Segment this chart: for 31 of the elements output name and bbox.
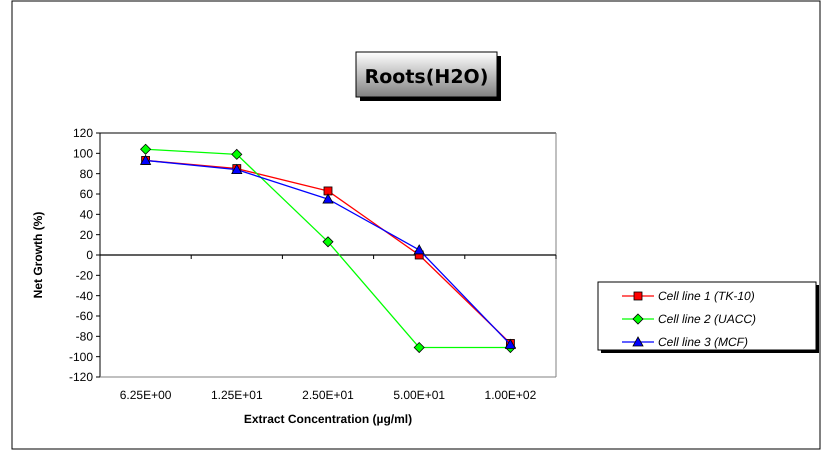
x-tick-label: 5.00E+01 xyxy=(393,388,446,402)
point xyxy=(414,342,425,353)
y-tick-label: -20 xyxy=(76,268,94,283)
x-tick-label: 2.50E+01 xyxy=(302,388,354,402)
y-tick-label: -120 xyxy=(68,370,94,384)
x-tick-label: 6.25E+00 xyxy=(120,388,172,402)
y-tick-label: 120 xyxy=(72,126,94,140)
x-tick-label: 1.25E+01 xyxy=(210,388,263,402)
legend-label: Cell line 1 (TK-10) xyxy=(658,289,755,304)
point xyxy=(324,186,332,196)
legend-label: Cell line 2 (UACC) xyxy=(658,312,756,326)
y-tick-label: 60 xyxy=(80,187,94,202)
legend-label: Cell line 3 (MCF) xyxy=(658,335,748,350)
chart-title: Roots(H2O) xyxy=(364,66,488,88)
point xyxy=(231,148,242,160)
y-tick-label: 0 xyxy=(86,248,94,262)
y-tick-label: -100 xyxy=(68,350,94,364)
y-tick-label: -80 xyxy=(76,330,94,344)
y-axis-title: Net Growth (%) xyxy=(31,212,45,298)
x-tick-label: 1.00E+02 xyxy=(484,388,537,402)
y-tick-label: -60 xyxy=(76,309,94,324)
point xyxy=(414,244,425,254)
y-tick-label: -40 xyxy=(76,288,94,303)
y-tick-label: 80 xyxy=(80,166,94,181)
y-tick-label: 40 xyxy=(80,208,94,222)
point xyxy=(140,144,151,155)
x-axis-title: Extract Concentration (µg/ml) xyxy=(244,412,412,426)
point xyxy=(322,194,334,204)
point xyxy=(322,236,334,248)
y-tick-label: 20 xyxy=(80,228,94,242)
y-tick-label: 100 xyxy=(72,146,94,161)
